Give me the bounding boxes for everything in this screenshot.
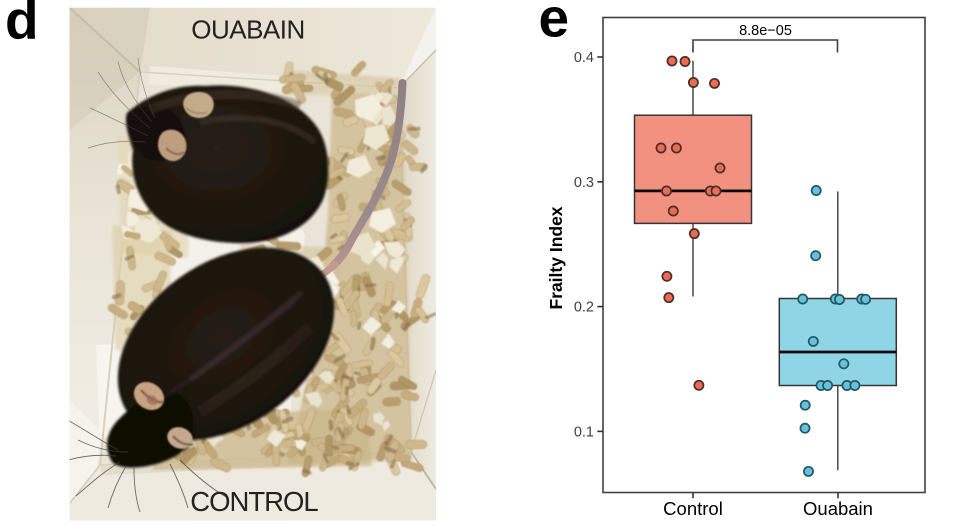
svg-text:Control: Control: [663, 498, 723, 519]
svg-text:Frailty Index: Frailty Index: [546, 206, 566, 309]
svg-text:0.3: 0.3: [574, 175, 594, 191]
svg-text:8.8e−05: 8.8e−05: [739, 23, 792, 39]
svg-text:Ouabain: Ouabain: [803, 498, 873, 519]
svg-text:CONTROL: CONTROL: [190, 486, 318, 517]
svg-text:d: d: [5, 0, 39, 51]
svg-text:0.1: 0.1: [574, 424, 594, 440]
svg-text:e: e: [539, 0, 570, 49]
svg-text:OUABAIN: OUABAIN: [191, 15, 305, 45]
svg-text:0.4: 0.4: [574, 50, 594, 66]
svg-text:0.2: 0.2: [574, 300, 594, 316]
